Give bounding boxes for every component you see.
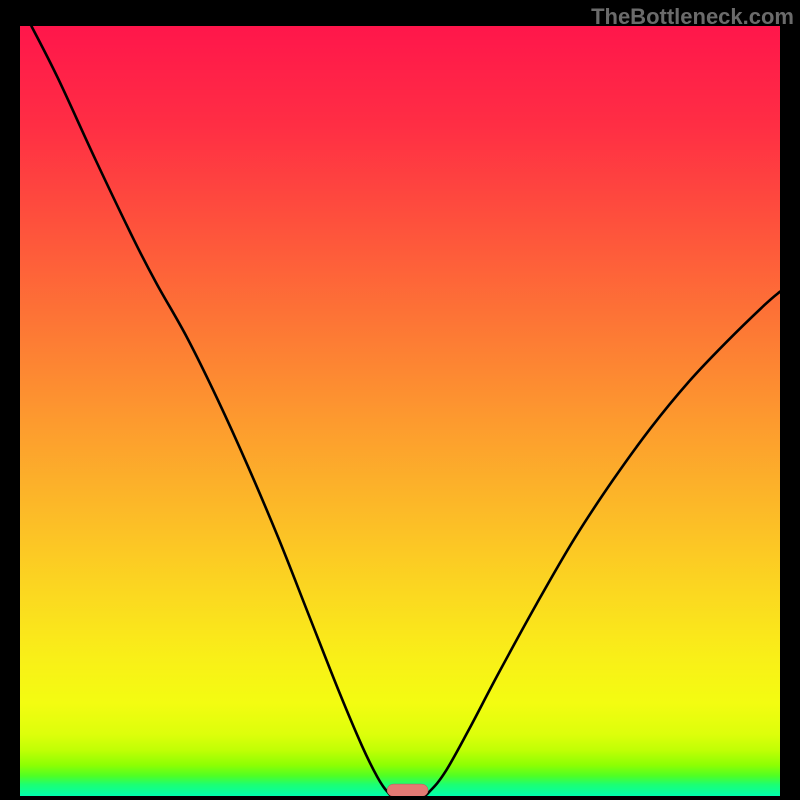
plot-svg	[20, 26, 780, 796]
minimum-marker	[387, 784, 428, 796]
plot-background	[20, 26, 780, 796]
chart-container: TheBottleneck.com	[0, 0, 800, 800]
bottleneck-plot	[20, 26, 780, 796]
